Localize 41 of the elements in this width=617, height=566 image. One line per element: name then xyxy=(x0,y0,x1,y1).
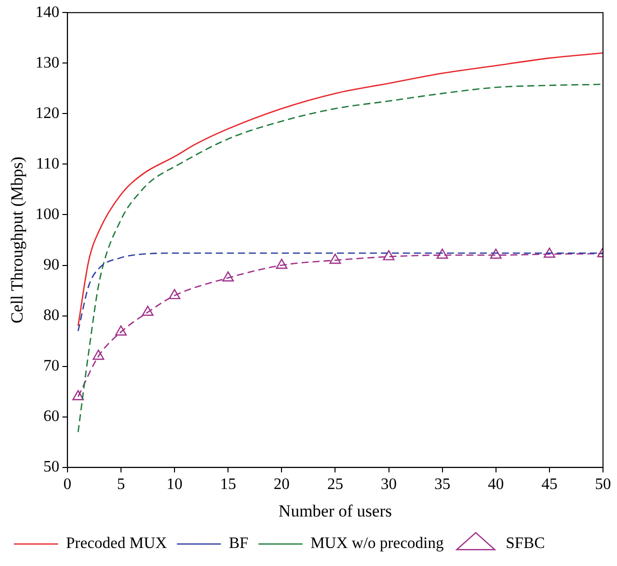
x-tick-label: 25 xyxy=(327,476,344,494)
y-tick-label: 60 xyxy=(43,408,60,426)
x-tick-label: 5 xyxy=(116,476,125,494)
y-axis-title: Cell Throughput (Mbps) xyxy=(8,156,27,324)
y-tick-label: 90 xyxy=(43,256,60,274)
legend-label: Precoded MUX xyxy=(66,535,168,552)
point xyxy=(490,248,502,259)
point xyxy=(115,325,127,336)
point xyxy=(92,350,104,360)
y-tick-label: 50 xyxy=(43,458,60,476)
x-tick-label: 30 xyxy=(380,476,397,494)
y-tick-label: 100 xyxy=(35,206,60,223)
x-tick-label: 0 xyxy=(63,476,72,494)
line-series xyxy=(77,52,603,327)
x-tick-label: 10 xyxy=(166,476,183,494)
x-tick-label: 15 xyxy=(220,476,236,494)
point xyxy=(222,271,234,282)
legend-label: BF xyxy=(228,535,249,552)
point xyxy=(142,306,154,316)
x-tick-label: 20 xyxy=(274,476,290,494)
y-tick-label: 80 xyxy=(43,307,60,324)
point xyxy=(329,254,341,264)
x-axis-title: Number of users xyxy=(278,501,392,520)
x-tick-label: 45 xyxy=(541,476,558,494)
legend-label: SFBC xyxy=(506,535,545,552)
point xyxy=(168,288,180,300)
y-tick-label: 120 xyxy=(35,104,60,122)
legend-label: MUX w/o precoding xyxy=(310,535,444,552)
y-tick-label: 130 xyxy=(35,54,60,72)
point xyxy=(544,248,556,258)
x-tick-label: 35 xyxy=(434,476,450,494)
x-tick-label: 50 xyxy=(595,476,611,494)
point xyxy=(276,258,288,269)
y-tick-label: 110 xyxy=(36,155,60,172)
point xyxy=(72,390,84,400)
y-tick-label: 140 xyxy=(35,4,60,21)
x-tick-label: 40 xyxy=(488,476,504,494)
point xyxy=(436,248,448,259)
point xyxy=(382,250,395,260)
line-series xyxy=(77,84,603,433)
y-tick-label: 70 xyxy=(43,358,60,375)
